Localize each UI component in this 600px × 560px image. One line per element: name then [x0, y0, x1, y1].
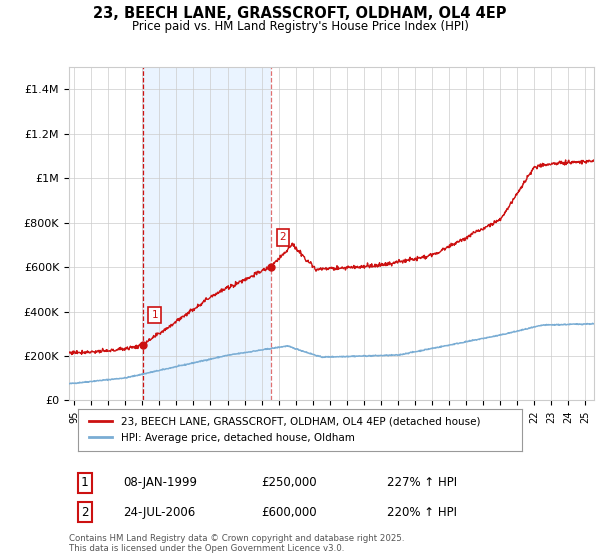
- Text: 23, BEECH LANE, GRASSCROFT, OLDHAM, OL4 4EP: 23, BEECH LANE, GRASSCROFT, OLDHAM, OL4 …: [93, 6, 507, 21]
- Text: £250,000: £250,000: [261, 476, 317, 489]
- Text: Contains HM Land Registry data © Crown copyright and database right 2025.
This d: Contains HM Land Registry data © Crown c…: [69, 534, 404, 553]
- Text: 227% ↑ HPI: 227% ↑ HPI: [387, 476, 457, 489]
- Text: 220% ↑ HPI: 220% ↑ HPI: [387, 506, 457, 519]
- Legend: 23, BEECH LANE, GRASSCROFT, OLDHAM, OL4 4EP (detached house), HPI: Average price: 23, BEECH LANE, GRASSCROFT, OLDHAM, OL4 …: [83, 410, 487, 449]
- Text: 1: 1: [151, 310, 158, 320]
- Text: 2: 2: [81, 506, 89, 519]
- Text: £600,000: £600,000: [261, 506, 317, 519]
- Text: 1: 1: [81, 476, 89, 489]
- Text: 2: 2: [280, 232, 286, 242]
- Text: Price paid vs. HM Land Registry's House Price Index (HPI): Price paid vs. HM Land Registry's House …: [131, 20, 469, 32]
- Text: 24-JUL-2006: 24-JUL-2006: [123, 506, 195, 519]
- Bar: [143, 67, 271, 400]
- Text: 08-JAN-1999: 08-JAN-1999: [123, 476, 197, 489]
